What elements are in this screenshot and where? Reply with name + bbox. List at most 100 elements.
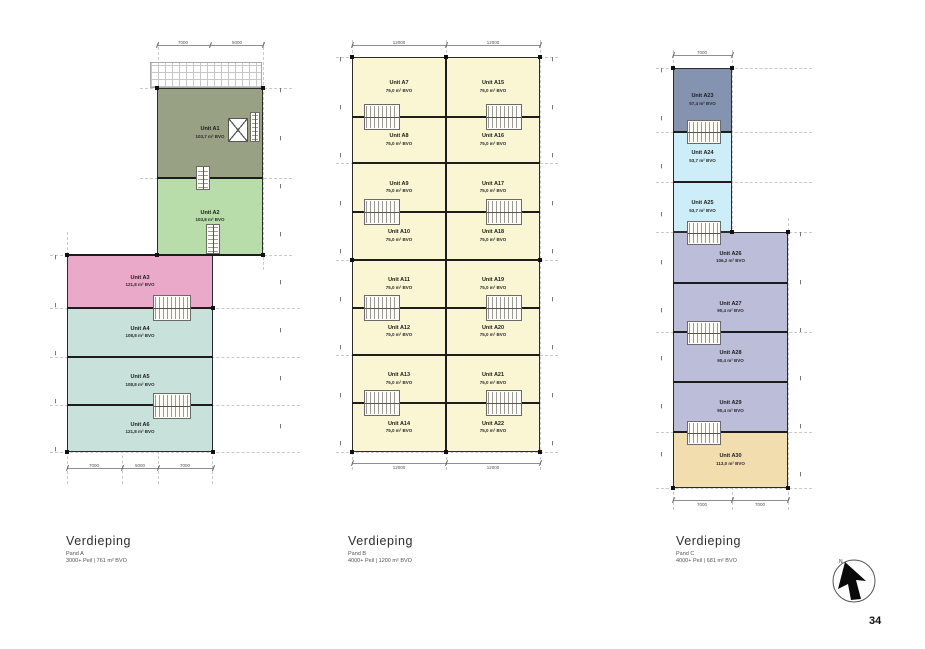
column-marker xyxy=(786,486,790,490)
unit-id: Unit A27 xyxy=(719,300,742,307)
stairs xyxy=(486,104,522,130)
unit-id: Unit A7 xyxy=(389,80,409,87)
unit-area: 53,7 m² BVO xyxy=(689,157,716,163)
unit-id: Unit A8 xyxy=(389,133,409,140)
party-wall xyxy=(67,254,263,256)
unit-area: 75,0 m² BVO xyxy=(479,332,507,338)
party-wall xyxy=(67,356,213,358)
stairs xyxy=(687,421,721,445)
roof-hatch-area xyxy=(150,62,262,88)
dimension-line xyxy=(673,500,788,501)
stairs xyxy=(687,120,721,144)
unit-area: 75,0 m² BVO xyxy=(385,284,413,290)
unit-area: 90,4 m² BVO xyxy=(717,407,744,413)
caption-info: 4000+ Peil | 681 m² BVO xyxy=(676,558,737,564)
unit-area: 90,4 m² BVO xyxy=(717,308,744,314)
dimension-line xyxy=(552,57,553,452)
caption-info: 4000+ Peil | 1200 m² BVO xyxy=(348,558,412,564)
stairs xyxy=(196,166,210,190)
caption-title: Verdieping xyxy=(66,534,132,548)
unit-id: Unit A20 xyxy=(481,324,505,331)
party-wall xyxy=(352,162,540,164)
stairs xyxy=(687,321,721,345)
unit-id: Unit A18 xyxy=(481,229,505,236)
dim-label: 7000 xyxy=(176,40,190,45)
unit-area: 75,0 m² BVO xyxy=(385,332,413,338)
column-marker xyxy=(730,230,734,234)
unit-id: Unit A25 xyxy=(691,200,714,207)
party-wall xyxy=(352,211,540,213)
unit-area: 75,0 m² BVO xyxy=(479,428,507,434)
caption-info: 3000+ Peil | 761 m² BVO xyxy=(66,558,127,564)
unit-area: 75,0 m² BVO xyxy=(479,140,507,146)
grid-line xyxy=(656,132,812,133)
column-marker xyxy=(65,450,69,454)
column-marker xyxy=(211,306,215,310)
dim-label: 7000 xyxy=(695,502,709,507)
column-marker xyxy=(538,55,542,59)
grid-line xyxy=(788,218,789,510)
caption-subtitle: Pand B xyxy=(348,551,367,557)
unit-id: Unit A17 xyxy=(481,180,505,187)
party-wall xyxy=(352,307,540,309)
dim-label: 7000 xyxy=(753,502,767,507)
unit-id: Unit A19 xyxy=(481,277,505,284)
dim-label: 12000 xyxy=(391,40,407,45)
unit-id: Unit A3 xyxy=(130,274,150,281)
party-wall xyxy=(157,177,263,179)
column-marker xyxy=(155,253,159,257)
caption-pand-c: Verdieping Pand C 4000+ Peil | 681 m² BV… xyxy=(676,534,741,564)
grid-line xyxy=(50,452,300,453)
unit-area: 75,0 m² BVO xyxy=(385,188,413,194)
unit-id: Unit A26 xyxy=(719,250,742,257)
stairs xyxy=(206,224,220,254)
column-marker xyxy=(538,450,542,454)
unit-area: 75,0 m² BVO xyxy=(479,236,507,242)
unit-a4: Unit A4 108,8 m² BVO xyxy=(67,308,213,357)
column-marker xyxy=(444,450,448,454)
unit-id: Unit A16 xyxy=(481,133,505,140)
column-marker xyxy=(671,66,675,70)
party-wall xyxy=(673,381,788,383)
party-wall xyxy=(673,431,788,433)
unit-area: 75,0 m² BVO xyxy=(385,379,413,385)
unit-id: Unit A15 xyxy=(481,80,505,87)
column-marker xyxy=(261,86,265,90)
unit-id: Unit A1 xyxy=(200,126,220,133)
party-wall xyxy=(673,282,788,284)
caption-subtitle: Pand C xyxy=(676,551,695,557)
unit-id: Unit A11 xyxy=(388,277,410,284)
unit-a18: Unit A18 75,0 m² BVO xyxy=(446,212,540,260)
north-arrow-icon: N xyxy=(832,559,876,603)
unit-id: Unit A29 xyxy=(719,400,742,407)
unit-area: 108,8 m² BVO xyxy=(125,333,155,339)
party-wall xyxy=(445,57,447,452)
dimension-line xyxy=(800,232,801,488)
dimension-line xyxy=(340,57,341,452)
unit-id: Unit A30 xyxy=(719,453,742,460)
dim-label: 5000 xyxy=(133,463,147,468)
unit-area: 103,7 m² BVO xyxy=(195,133,225,139)
unit-id: Unit A22 xyxy=(481,420,505,427)
caption-pand-a: Verdieping Pand A 3000+ Peil | 761 m² BV… xyxy=(66,534,131,564)
column-marker xyxy=(261,253,265,257)
dim-label: 7000 xyxy=(178,463,192,468)
unit-id: Unit A12 xyxy=(387,324,411,331)
unit-id: Unit A9 xyxy=(389,180,409,187)
dimension-line xyxy=(280,88,281,452)
unit-area: 75,0 m² BVO xyxy=(385,428,413,434)
unit-area: 113,0 m² BVO xyxy=(716,460,745,466)
unit-id: Unit A4 xyxy=(130,325,150,332)
dimension-line xyxy=(67,468,213,469)
unit-area: 75,0 m² BVO xyxy=(479,188,507,194)
party-wall xyxy=(352,402,540,404)
unit-id: Unit A28 xyxy=(719,350,742,357)
stairs xyxy=(364,390,400,416)
party-wall xyxy=(67,404,213,406)
column-marker xyxy=(730,66,734,70)
unit-area: 90,4 m² BVO xyxy=(717,357,744,363)
caption-subtitle: Pand A xyxy=(66,551,84,557)
unit-area: 57,4 m² BVO xyxy=(689,100,716,106)
unit-area: 75,0 m² BVO xyxy=(385,140,413,146)
